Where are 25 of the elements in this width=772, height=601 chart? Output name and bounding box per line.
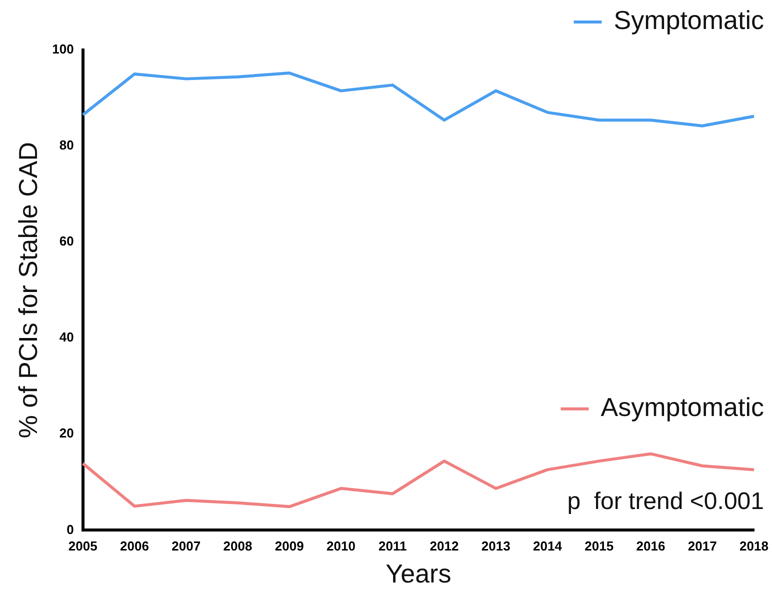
x-tick-label: 2006 [120,538,149,554]
x-tick-label: 2010 [326,538,356,554]
y-tick-label: 20 [59,426,74,441]
x-tick-label: 2005 [68,538,98,554]
x-tick-label: 2015 [584,538,614,554]
x-tick-label: 2014 [533,538,563,554]
x-tick-label: 2013 [481,538,510,554]
x-tick-label: 2018 [740,538,768,554]
legend-label: Symptomatic [614,5,764,36]
x-tick-label: 2009 [274,538,304,554]
x-tick-label: 2017 [688,538,717,554]
annotation: p for trend <0.001 [567,488,764,515]
x-tick-label: 2011 [378,538,407,554]
y-axis-title: % of PCIs for Stable CAD [12,142,43,438]
x-axis-title: Years [386,558,452,589]
y-tick-label: 80 [59,138,74,153]
y-tick-label: 100 [52,42,74,57]
x-tick-label: 2007 [172,538,201,554]
y-tick-label: 0 [66,522,74,537]
x-tick-label: 2016 [636,538,666,554]
y-tick-label: 40 [59,330,74,345]
legend-label: Asymptomatic [600,392,764,422]
x-tick-label: 2012 [430,538,459,554]
y-tick-label: 60 [59,234,74,249]
x-tick-label: 2008 [223,538,252,554]
